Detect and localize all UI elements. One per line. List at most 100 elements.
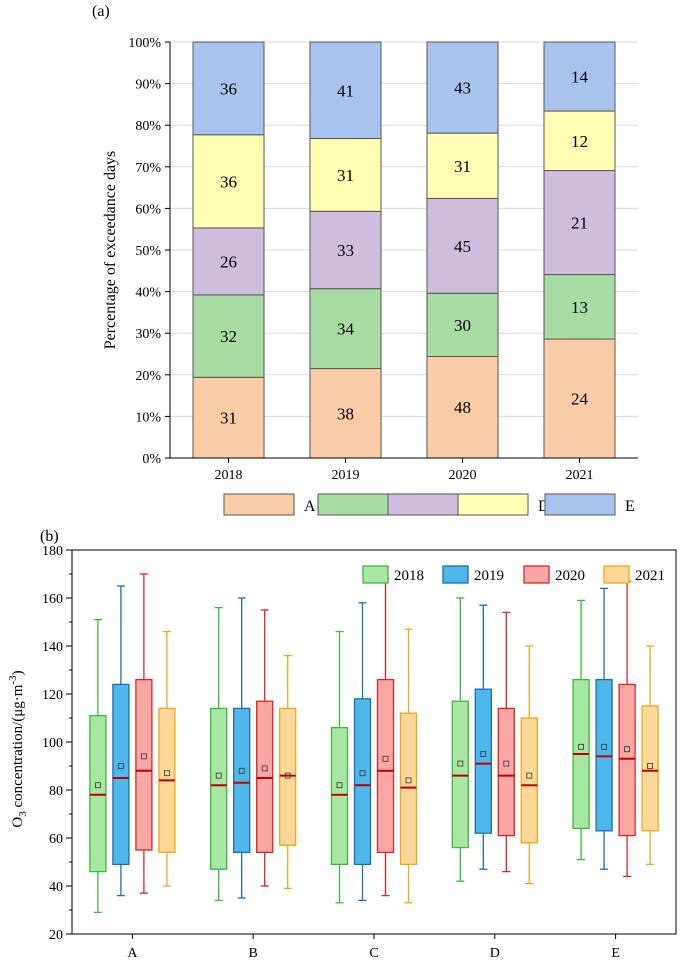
box-C-2018: [330, 630, 349, 904]
mean-marker: [140, 753, 147, 760]
data-label-d-2018: 36: [220, 172, 237, 191]
mean-marker: [336, 782, 343, 789]
legend-swatch-2019: [442, 565, 469, 584]
box-iqr: [451, 700, 469, 849]
mean-marker: [526, 772, 533, 779]
mean-marker: [601, 743, 607, 750]
data-label-b-2021: 13: [571, 298, 588, 317]
panel-b-axes: 20 40 60 80 100 120 140 160 180 A B C D E: [42, 544, 677, 961]
bar-a-2020: [426, 355, 499, 459]
box-A-2019: [112, 585, 130, 897]
x-tick-label-E: E: [611, 946, 620, 961]
mean-marker: [163, 770, 170, 777]
data-label-e-2018: 36: [220, 79, 237, 98]
legend-label-2018: 2018: [394, 568, 424, 584]
panel-a-bars: 31 32 26 36 36 38 34 33 31 41 48 30 45 31 43 24 13 21 12 14: [192, 41, 616, 459]
x-tick-label-2020: 2020: [449, 468, 477, 483]
mean-marker: [359, 770, 366, 777]
box-iqr: [233, 707, 251, 854]
box-iqr: [497, 707, 515, 837]
bar-a-2021: [543, 338, 616, 459]
data-label-e-2020: 43: [454, 79, 471, 98]
bar-d-2018: [192, 134, 265, 229]
bar-e-2020: [426, 41, 499, 134]
y-tick-label: 140: [42, 640, 63, 655]
data-label-a-2021: 24: [571, 390, 589, 409]
y-tick-label: 10%: [135, 410, 161, 425]
bar-b-2020: [426, 292, 499, 357]
bar-e-2019: [309, 41, 382, 140]
data-label-b-2019: 34: [337, 320, 355, 339]
box-D-2020: [497, 611, 515, 873]
y-tick-label: 90%: [135, 78, 161, 93]
box-iqr: [89, 714, 107, 873]
data-label-b-2020: 30: [454, 316, 471, 335]
box-E-2020: [618, 580, 636, 878]
data-label-a-2019: 38: [337, 404, 354, 423]
y-tick-label: 180: [42, 544, 63, 559]
legend-swatch-e: [544, 493, 616, 516]
bar-c-2018: [192, 227, 265, 296]
data-label-c-2021: 21: [571, 214, 588, 233]
y-tick-label: 160: [42, 592, 63, 607]
y-tick-label: 60: [49, 832, 63, 847]
mean-marker: [457, 760, 464, 767]
y-tick-label: 100%: [128, 36, 161, 51]
legend-label-2020: 2020: [555, 568, 585, 584]
x-tick-label-C: C: [369, 946, 378, 961]
mean-marker: [284, 772, 291, 779]
box-iqr: [399, 712, 418, 866]
data-label-c-2019: 33: [337, 241, 354, 260]
y-tick-label: 20%: [135, 369, 161, 384]
box-iqr: [595, 678, 613, 832]
panel-b-y-axis-label: O3 concentration/(μg·m-3): [7, 670, 29, 827]
y-tick-label: 100: [42, 736, 63, 751]
box-iqr: [353, 698, 372, 866]
legend-label-e: E: [625, 498, 635, 515]
bar-d-2021: [543, 110, 616, 172]
mean-marker: [503, 760, 510, 767]
data-label-d-2019: 31: [337, 166, 354, 185]
panel-b-legend: 2018 2019 2020 2021: [362, 565, 665, 584]
legend-swatch-2020: [523, 565, 550, 584]
y-tick-label: 60%: [135, 202, 161, 217]
legend-swatch-2018: [362, 565, 389, 584]
box-iqr: [618, 683, 636, 837]
box-B-2019: [233, 597, 251, 899]
mean-marker: [238, 767, 245, 774]
bar-a-2019: [309, 368, 382, 459]
box-A-2021: [158, 630, 176, 887]
bar-c-2020: [426, 197, 499, 294]
x-tick-label-2019: 2019: [332, 468, 360, 483]
panel-a-axes: 2018 2019 2020 2021 0% 10% 20% 30% 40% 50% 60% 70% 8…: [128, 36, 638, 483]
legend-swatch-d: [457, 493, 529, 516]
mean-marker: [624, 746, 630, 753]
mean-marker: [382, 755, 389, 762]
y-tick-label: 80%: [135, 119, 161, 134]
box-D-2019: [474, 604, 492, 870]
bar-e-2018: [192, 41, 265, 136]
box-iqr: [279, 707, 297, 846]
legend-swatch-a: [223, 493, 295, 516]
x-tick-label-B: B: [249, 946, 258, 961]
mean-marker: [480, 751, 487, 757]
mean-marker: [118, 763, 124, 769]
box-iqr: [330, 726, 349, 866]
mean-marker: [95, 782, 101, 789]
bar-e-2021: [543, 41, 616, 112]
data-label-a-2020: 48: [454, 398, 471, 417]
box-A-2020: [135, 573, 153, 894]
panel-a: (a) Percentage of exceedance days 31 32 26…: [92, 3, 638, 516]
box-A-2018: [89, 618, 107, 914]
mean-marker: [578, 743, 584, 750]
mean-marker: [261, 765, 268, 772]
x-tick-label-2021: 2021: [566, 468, 594, 483]
box-iqr: [210, 707, 228, 870]
bar-b-2018: [192, 294, 265, 378]
data-label-d-2021: 12: [571, 132, 588, 151]
bar-c-2019: [309, 210, 382, 290]
y-tick-label: 120: [42, 688, 63, 703]
data-label-b-2018: 32: [220, 327, 237, 346]
y-tick-label: 50%: [135, 244, 161, 259]
